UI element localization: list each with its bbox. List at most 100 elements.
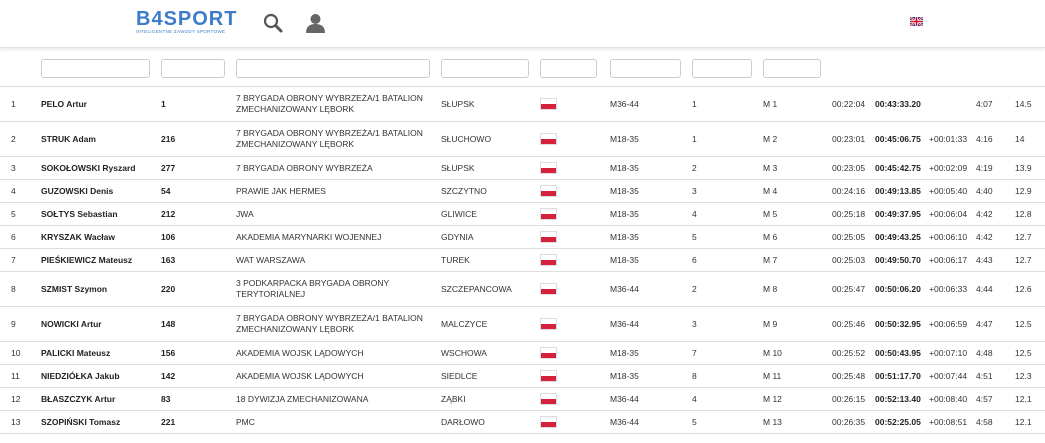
pace: 4:44 — [976, 283, 993, 294]
result-row[interactable]: 13 SZOPIŃSKI Tomasz 221 PMC DARŁOWO M36-44 5 M … — [0, 411, 1045, 434]
logo[interactable]: B4SPORT — [136, 8, 238, 30]
flag-cell — [540, 370, 610, 382]
bib: 148 — [161, 318, 176, 329]
search-icon[interactable] — [263, 13, 283, 33]
result-row[interactable]: 4 GUZOWSKI Denis 54 PRAWIE JAK HERMES SZCZYT… — [0, 180, 1045, 203]
filter-input[interactable] — [41, 59, 150, 78]
flag-cell — [540, 98, 610, 110]
flag-icon — [540, 185, 557, 197]
name: PIEŚKIEWICZ Mateusz — [41, 254, 133, 265]
gender-place: M 3 — [763, 162, 778, 173]
name: NIEDZIÓŁKA Jakub — [41, 370, 120, 381]
gap: +00:08:51 — [929, 416, 968, 427]
result-row[interactable]: 2 STRUK Adam 216 7 BRYGADA OBRONY WYBRZEŻA/… — [0, 122, 1045, 157]
category: M18-35 — [610, 133, 639, 144]
category: M36-44 — [610, 98, 639, 109]
name: GUZOWSKI Denis — [41, 185, 114, 196]
flag-icon — [540, 162, 557, 174]
flag-icon — [540, 347, 557, 359]
pace: 4:40 — [976, 185, 993, 196]
filter-input[interactable] — [763, 59, 821, 78]
result-row[interactable]: 10 PALICKI Mateusz 156 AKADEMIA WOJSK LĄDOW… — [0, 342, 1045, 365]
place: 8 — [11, 283, 16, 294]
bib: 83 — [161, 393, 171, 404]
time: 00:50:32.95 — [875, 318, 921, 329]
flag-cell — [540, 393, 610, 405]
city: SŁUCHOWO — [441, 133, 492, 144]
bib: 212 — [161, 208, 176, 219]
result-row[interactable]: 9 NOWICKI Artur 148 7 BRYGADA OBRONY WYBRZE… — [0, 307, 1045, 342]
gap: +00:06:17 — [929, 254, 968, 265]
result-row[interactable]: 3 SOKOŁOWSKI Ryszard 277 7 BRYGADA OBRONY W… — [0, 157, 1045, 180]
filter-input[interactable] — [236, 59, 430, 78]
pace: 4:42 — [976, 231, 993, 242]
flag-icon — [540, 393, 557, 405]
speed: 14.5 — [1015, 98, 1032, 109]
place: 12 — [11, 393, 21, 404]
category: M18-35 — [610, 185, 639, 196]
result-row[interactable]: 11 NIEDZIÓŁKA Jakub 142 AKADEMIA WOJSK LĄDO… — [0, 365, 1045, 388]
gap: +00:01:33 — [929, 133, 968, 144]
language-flag[interactable] — [910, 17, 923, 26]
city: GLIWICE — [441, 208, 477, 219]
category-place: 1 — [692, 98, 697, 109]
team: 18 DYWIZJA ZMECHANIZOWANA — [236, 393, 369, 404]
team: 7 BRYGADA OBRONY WYBRZEŻA/1 BATALION ZME… — [236, 128, 423, 149]
name: PELO Artur — [41, 98, 87, 109]
bib: 220 — [161, 283, 176, 294]
place: 1 — [11, 98, 16, 109]
speed: 12.7 — [1015, 254, 1032, 265]
result-row[interactable]: 7 PIEŚKIEWICZ Mateusz 163 WAT WARSZAWA TUREK… — [0, 249, 1045, 272]
result-row[interactable]: 12 BŁASZCZYK Artur 83 18 DYWIZJA ZMECHANIZO… — [0, 388, 1045, 411]
time: 00:50:06.20 — [875, 283, 921, 294]
results-table: 1 PELO Artur 1 7 BRYGADA OBRONY WYBRZEŻA/1 … — [0, 86, 1045, 434]
result-row[interactable]: 1 PELO Artur 1 7 BRYGADA OBRONY WYBRZEŻA/1 … — [0, 87, 1045, 122]
result-row[interactable]: 6 KRYSZAK Wacław 106 AKADEMIA MARYNARKI WOJ… — [0, 226, 1045, 249]
flag-cell — [540, 254, 610, 266]
speed: 12.9 — [1015, 185, 1032, 196]
gap: +00:05:40 — [929, 185, 968, 196]
tagline: INTELIGENTNE ZAWODY SPORTOWE — [136, 29, 226, 34]
time: 00:50:43.95 — [875, 347, 921, 358]
category: M18-35 — [610, 162, 639, 173]
split: 00:26:35 — [832, 416, 866, 427]
pace: 4:57 — [976, 393, 993, 404]
filter-input[interactable] — [610, 59, 681, 78]
category-place: 4 — [692, 393, 697, 404]
user-icon[interactable] — [306, 13, 325, 33]
split: 00:23:05 — [832, 162, 866, 173]
flag-cell — [540, 416, 610, 428]
time: 00:45:06.75 — [875, 133, 921, 144]
team: 7 BRYGADA OBRONY WYBRZEŻA/1 BATALION ZME… — [236, 313, 423, 334]
flag-cell — [540, 318, 610, 330]
name: SZMIST Szymon — [41, 283, 108, 294]
gender-place: M 12 — [763, 393, 782, 404]
city: SŁUPSK — [441, 162, 475, 173]
filter-input[interactable] — [161, 59, 225, 78]
result-row[interactable]: 5 SOŁTYS Sebastian 212 JWA GLIWICE M18-35 4 M 5… — [0, 203, 1045, 226]
result-row[interactable]: 8 SZMIST Szymon 220 3 PODKARPACKA BRYGADA O… — [0, 272, 1045, 307]
split: 00:24:16 — [832, 185, 866, 196]
category-place: 1 — [692, 133, 697, 144]
split: 00:26:15 — [832, 393, 866, 404]
team: 3 PODKARPACKA BRYGADA OBRONY TERYTORIALN… — [236, 278, 390, 299]
pace: 4:47 — [976, 318, 993, 329]
speed: 12.6 — [1015, 283, 1032, 294]
split: 00:25:47 — [832, 283, 866, 294]
name: STRUK Adam — [41, 133, 96, 144]
time: 00:49:37.95 — [875, 208, 921, 219]
filter-input[interactable] — [441, 59, 529, 78]
gender-place: M 13 — [763, 416, 782, 427]
speed: 12.1 — [1015, 393, 1032, 404]
time: 00:52:13.40 — [875, 393, 921, 404]
pace: 4:58 — [976, 416, 993, 427]
place: 6 — [11, 231, 16, 242]
filter-input[interactable] — [540, 59, 597, 78]
filter-input[interactable] — [692, 59, 752, 78]
split: 00:25:46 — [832, 318, 866, 329]
flag-icon — [540, 416, 557, 428]
bib: 163 — [161, 254, 176, 265]
flag-icon — [540, 133, 557, 145]
category-place: 6 — [692, 254, 697, 265]
speed: 12.5 — [1015, 347, 1032, 358]
